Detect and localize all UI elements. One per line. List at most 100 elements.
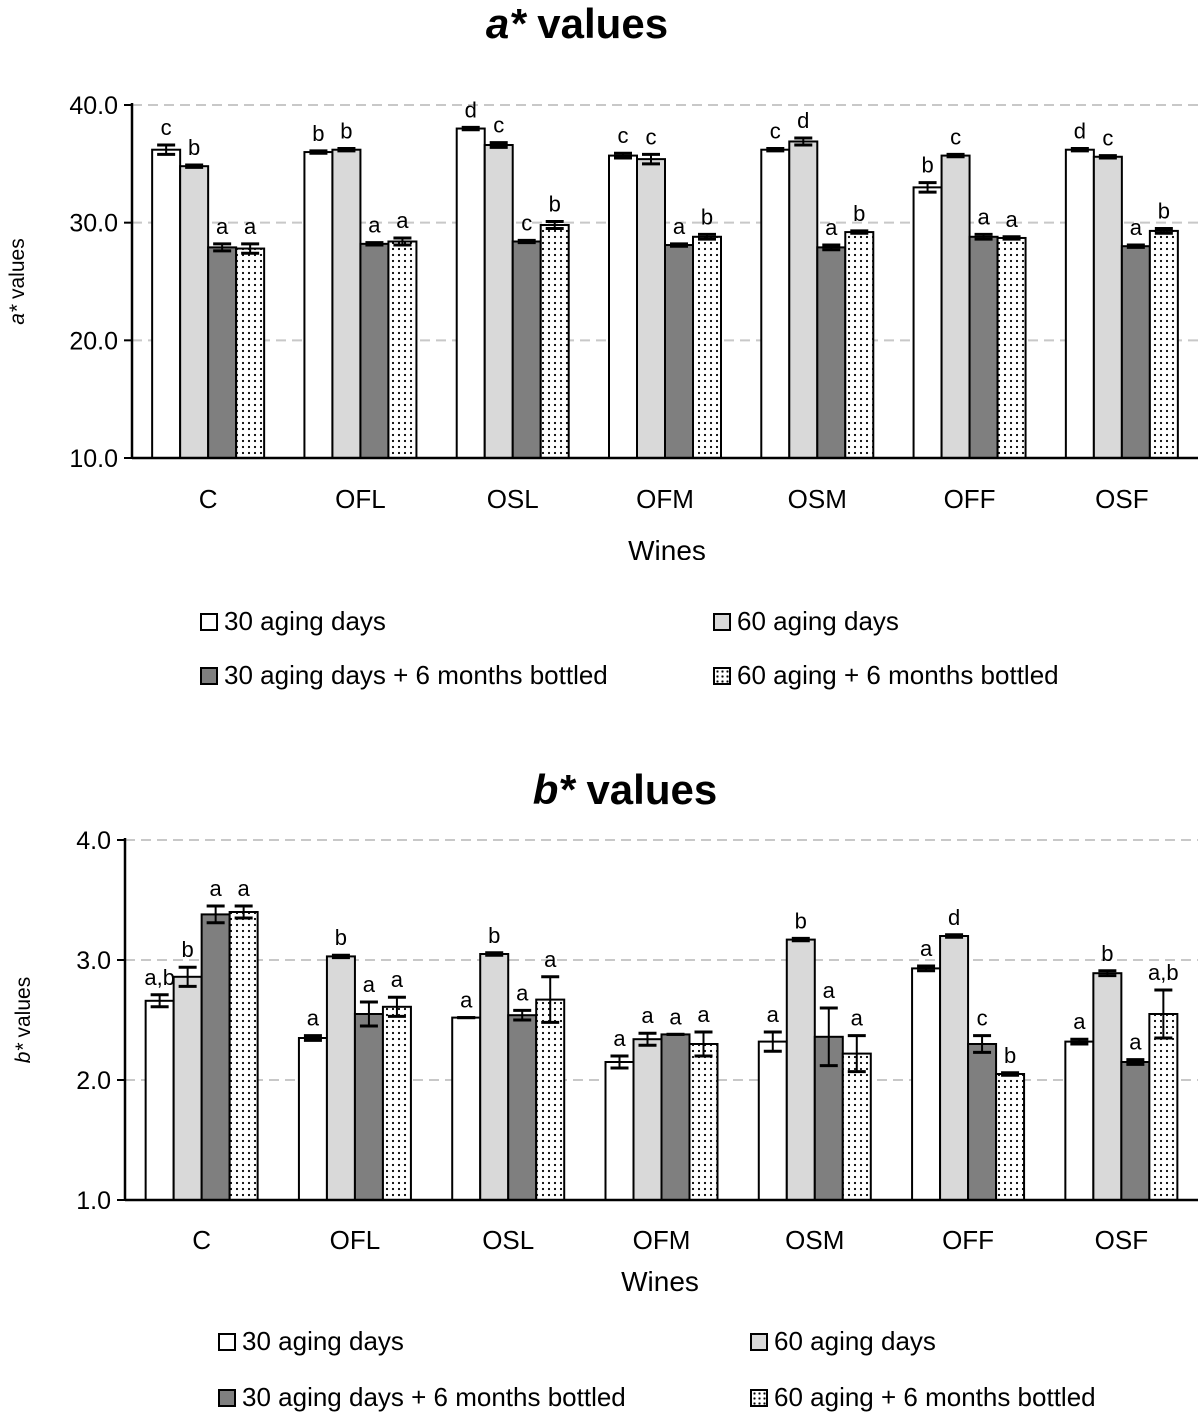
bar-60-aging-bottled — [995, 1073, 1026, 1201]
significance-letter: a — [363, 972, 376, 997]
bar-30-aging — [911, 967, 942, 1201]
bar-60-aging-bottled — [381, 1005, 412, 1201]
y-tick-label: 3.0 — [76, 947, 111, 975]
significance-letter: a — [823, 978, 836, 1003]
bar-60-aging-bottled — [996, 236, 1027, 459]
significance-letter: a — [767, 1002, 780, 1027]
significance-letter: d — [948, 905, 960, 930]
legend-label: 60 aging days — [737, 606, 899, 636]
bar-60-aging-bottled — [692, 235, 722, 459]
bar-30-aging — [144, 999, 175, 1201]
legend-label: 60 aging + 6 months bottled — [774, 1382, 1096, 1412]
y-tick-label: 2.0 — [76, 1067, 111, 1095]
y-tick-label: 30.0 — [69, 210, 118, 238]
significance-letter: a — [396, 208, 409, 233]
x-category-label: OFF — [944, 484, 996, 514]
legend-label: 30 aging days — [242, 1326, 404, 1356]
significance-letter: c — [161, 115, 172, 140]
legend-swatch-dark — [218, 1388, 236, 1407]
y-tick-label: 4.0 — [76, 827, 111, 855]
bar-30-aging-bottled — [359, 242, 390, 459]
bar-30-aging — [757, 1040, 788, 1201]
significance-letter: b — [182, 937, 194, 962]
legend-label: 60 aging days — [774, 1326, 936, 1356]
bar-30-aging — [760, 148, 791, 459]
bar-60-aging — [331, 148, 362, 459]
x-axis-label: Wines — [628, 535, 706, 560]
legend-swatch-white — [200, 612, 218, 631]
bar-60-aging-bottled — [841, 1052, 872, 1201]
bar-30-aging-bottled — [507, 1014, 538, 1201]
significance-letter: d — [797, 108, 809, 133]
bar-60-aging — [636, 158, 666, 459]
legend-item-30-aging-bottled: 30 aging days + 6 months bottled — [218, 1382, 626, 1413]
legend-swatch-light — [750, 1332, 768, 1351]
significance-letter: c — [493, 113, 504, 138]
chart-title-rest: values — [575, 766, 717, 813]
significance-letter: d — [1074, 119, 1086, 144]
bar-30-aging-bottled — [660, 1033, 691, 1201]
bar-60-aging — [788, 140, 819, 460]
bar-30-aging — [604, 1061, 635, 1201]
x-category-label: OSM — [788, 484, 847, 514]
significance-letter: a — [1005, 207, 1018, 232]
significance-letter: c — [646, 124, 657, 149]
chart-title-rest: values — [526, 0, 668, 47]
legend-swatch-dotted — [713, 666, 731, 685]
bar-60-aging-bottled — [1148, 229, 1179, 459]
chart-title: a* values — [486, 0, 668, 47]
bar-60-aging — [172, 975, 203, 1201]
legend-swatch-light — [713, 612, 731, 631]
significance-letter: a — [238, 876, 251, 901]
bar-30-aging — [912, 186, 943, 459]
bar-30-aging — [455, 127, 486, 460]
legend-label: 30 aging days — [224, 606, 386, 636]
significance-letter: c — [1102, 126, 1113, 151]
x-category-label: OSF — [1095, 484, 1148, 514]
x-category-label: OFM — [636, 484, 694, 514]
x-category-label: C — [192, 1225, 211, 1255]
bar-60-aging — [1092, 972, 1123, 1201]
significance-letter: a — [697, 1002, 710, 1027]
significance-letter: b — [312, 121, 324, 146]
bar-60-aging — [785, 938, 816, 1201]
significance-letter: b — [335, 925, 347, 950]
significance-letter: a — [1130, 215, 1143, 240]
bar-60-aging-bottled — [535, 998, 566, 1201]
bar-60-aging — [483, 144, 514, 460]
legend-item-30-aging-bottled: 30 aging days + 6 months bottled — [200, 660, 608, 691]
bar-60-aging — [179, 165, 210, 459]
significance-letter: b — [340, 119, 352, 144]
significance-letter: b — [921, 153, 933, 178]
x-category-label: OSL — [487, 484, 539, 514]
significance-letter: b — [1101, 941, 1113, 966]
significance-letter: b — [853, 201, 865, 226]
significance-letter: c — [950, 124, 961, 149]
significance-letter: a — [1073, 1009, 1086, 1034]
significance-letter: c — [770, 119, 781, 144]
significance-letter: a — [544, 947, 557, 972]
y-axis-label-rest: values — [6, 238, 29, 305]
chart-title-italic: a* — [486, 0, 527, 47]
legend-item-30-aging: 30 aging days — [200, 606, 386, 637]
bar-60-aging — [939, 935, 970, 1201]
significance-letter: a — [851, 1006, 864, 1031]
bar-30-aging-bottled — [511, 240, 542, 459]
significance-letter: a — [613, 1026, 626, 1051]
bar-30-aging-bottled — [816, 246, 847, 459]
bar-30-aging — [297, 1037, 328, 1201]
significance-letter: a — [244, 214, 257, 239]
legend-item-30-aging: 30 aging days — [218, 1326, 404, 1357]
bar-60-aging — [632, 1038, 663, 1202]
bar-30-aging — [151, 148, 182, 459]
legend-item-60-aging-bottled: 60 aging + 6 months bottled — [750, 1382, 1096, 1413]
significance-letter: a — [216, 214, 229, 239]
bar-30-aging-bottled — [967, 1043, 998, 1201]
bar-30-aging-bottled — [968, 235, 999, 459]
legend-item-60-aging-bottled: 60 aging + 6 months bottled — [713, 660, 1059, 691]
significance-letter: c — [521, 210, 532, 235]
significance-letter: b — [1158, 199, 1170, 224]
legend-label: 30 aging days + 6 months bottled — [242, 1382, 626, 1412]
